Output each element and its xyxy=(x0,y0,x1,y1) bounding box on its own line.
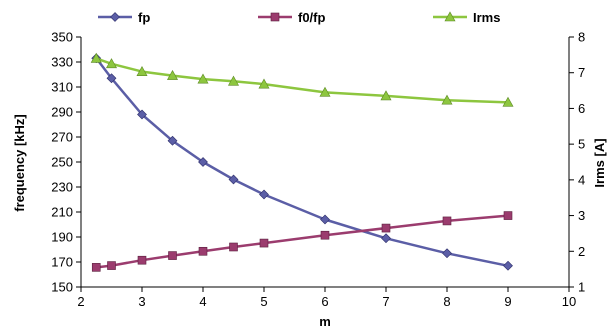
data-point xyxy=(259,238,269,248)
data-point xyxy=(91,263,101,272)
data-point xyxy=(166,69,179,80)
y-right-tick-label: 4 xyxy=(578,172,585,187)
data-point xyxy=(228,174,239,185)
data-point xyxy=(137,255,147,265)
data-point xyxy=(136,66,148,76)
data-point xyxy=(259,189,269,200)
data-point xyxy=(442,216,452,226)
legend-marker xyxy=(270,12,280,22)
y-right-tick-label: 8 xyxy=(578,30,585,45)
y-left-tick-label: 150 xyxy=(51,280,73,295)
axes xyxy=(76,36,574,292)
data-point xyxy=(198,246,208,256)
series-2 xyxy=(90,52,514,107)
data-point xyxy=(105,58,118,69)
data-point xyxy=(381,223,391,233)
y-left-tick-label: 310 xyxy=(51,80,73,95)
data-point xyxy=(503,211,513,220)
tick-labels: 2 3 4 5 6 7 8 9 10 150 170 190 210 230 250 270 290 310 330… xyxy=(51,30,585,310)
legend-item-0: fp xyxy=(98,10,150,25)
data-point xyxy=(167,135,178,146)
y-left-tick-label: 350 xyxy=(51,30,73,45)
data-point xyxy=(320,214,330,225)
x-tick-label: 5 xyxy=(260,294,267,309)
y-right-tick-label: 2 xyxy=(578,244,585,259)
data-point xyxy=(319,86,331,97)
y-right-tick-label: 6 xyxy=(578,101,585,116)
data-point xyxy=(442,248,452,259)
y-left-tick-label: 250 xyxy=(51,155,73,170)
y-right-tick-label: 5 xyxy=(578,137,585,152)
data-point xyxy=(106,73,117,84)
data-point xyxy=(137,109,147,120)
data-point xyxy=(90,52,102,63)
data-point xyxy=(320,230,330,240)
x-axis-title: m xyxy=(319,314,331,328)
data-point xyxy=(503,260,513,271)
y-left-tick-label: 270 xyxy=(51,130,73,145)
y-right-tick-label: 7 xyxy=(578,65,585,80)
data-point xyxy=(441,94,453,105)
data-point xyxy=(227,75,240,86)
y-left-tick-label: 170 xyxy=(51,255,73,270)
legend-label: fp xyxy=(138,10,150,25)
data-point xyxy=(107,261,116,270)
y-axis-right-title: Irms [A] xyxy=(592,138,607,187)
legend-item-1: f0/fp xyxy=(258,10,326,25)
data-point xyxy=(168,251,177,260)
series-layer xyxy=(90,52,514,272)
data-point xyxy=(229,242,238,252)
data-point xyxy=(258,78,270,89)
legend-label: f0/fp xyxy=(298,10,326,25)
x-tick-label: 3 xyxy=(138,294,145,309)
x-tick-label: 8 xyxy=(443,294,450,309)
legend-marker xyxy=(444,11,456,22)
x-tick-label: 10 xyxy=(562,294,576,309)
data-point xyxy=(380,90,392,101)
y-left-tick-label: 210 xyxy=(51,205,73,220)
y-left-tick-label: 230 xyxy=(51,180,73,195)
data-point xyxy=(381,233,391,244)
y-left-tick-label: 290 xyxy=(51,105,73,120)
legend: fp f0/fp Irms xyxy=(98,10,500,25)
legend-item-2: Irms xyxy=(433,10,500,25)
y-left-tick-label: 190 xyxy=(51,230,73,245)
x-tick-label: 4 xyxy=(199,294,206,309)
series-line xyxy=(95,57,509,104)
x-tick-label: 9 xyxy=(504,294,511,309)
x-tick-label: 2 xyxy=(77,294,84,309)
x-tick-label: 7 xyxy=(382,294,389,309)
data-point xyxy=(197,73,209,84)
y-left-tick-label: 330 xyxy=(51,55,73,70)
x-tick-label: 6 xyxy=(321,294,328,309)
legend-marker xyxy=(110,12,120,22)
data-point xyxy=(502,96,514,107)
legend-label: Irms xyxy=(473,10,500,25)
y-right-tick-label: 3 xyxy=(578,208,585,223)
y-right-tick-label: 1 xyxy=(578,280,585,295)
y-axis-left-title: frequency [kHz] xyxy=(12,114,27,212)
data-point xyxy=(198,157,208,167)
series-0 xyxy=(91,53,513,271)
series-1 xyxy=(91,211,513,272)
